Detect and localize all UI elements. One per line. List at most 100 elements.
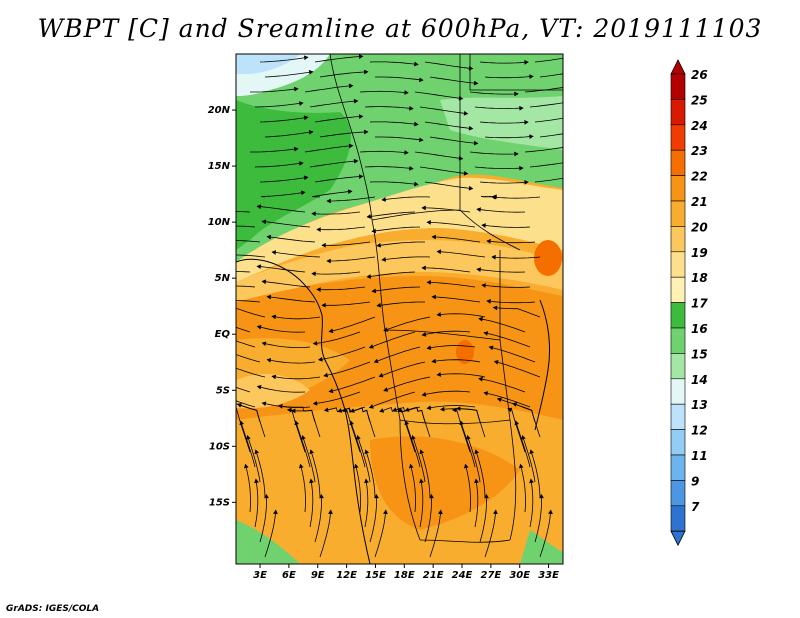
- streamline-arrow: [328, 328, 334, 334]
- streamline-arrow: [478, 316, 483, 322]
- streamline: [437, 373, 486, 378]
- streamline: [319, 71, 368, 78]
- streamline-arrow: [481, 283, 486, 288]
- streamline-arrow: [366, 214, 372, 219]
- streamline: [357, 435, 371, 483]
- streamline: [414, 151, 463, 160]
- streamline: [377, 301, 425, 307]
- streamline-arrow: [473, 80, 479, 86]
- streamline: [236, 409, 251, 453]
- streamline-arrow: [261, 341, 267, 346]
- streamline: [534, 117, 563, 123]
- streamline-arrow: [311, 211, 316, 217]
- field-20-band: [236, 240, 563, 302]
- streamline-arrow: [217, 254, 221, 258]
- colorbar-swatch: [670, 378, 686, 405]
- streamline: [474, 479, 479, 528]
- streamline-arrow: [261, 219, 267, 225]
- colorbar-swatch: [670, 226, 686, 253]
- streamline: [424, 121, 473, 129]
- streamline: [312, 211, 361, 215]
- streamline: [309, 160, 358, 168]
- streamline: [236, 285, 256, 288]
- streamline: [478, 318, 526, 333]
- streamline: [530, 449, 541, 498]
- streamline-arrow: [321, 303, 326, 308]
- streamline: [507, 408, 526, 453]
- streamline-arrow: [364, 478, 369, 484]
- streamline: [236, 400, 256, 408]
- streamline-arrow: [374, 493, 379, 499]
- streamline-arrow: [266, 294, 272, 300]
- field-23-patch-east: [534, 240, 562, 276]
- colorbar-label: 22: [691, 170, 708, 184]
- colorbar-swatch: [670, 454, 686, 481]
- streamline-arrow: [309, 478, 314, 484]
- streamline-arrow: [254, 478, 259, 484]
- colorbar-label: 25: [691, 93, 708, 107]
- streamline-arrow: [277, 404, 283, 409]
- streamline-arrow: [319, 493, 324, 499]
- colorbar-swatch: [670, 480, 686, 507]
- colorbar-label: 21: [691, 195, 708, 209]
- streamline: [520, 464, 526, 513]
- streamline-arrow: [512, 402, 517, 407]
- streamline-arrow: [254, 449, 259, 455]
- colorbar-swatch: [670, 73, 686, 100]
- field-southwest-green: [236, 520, 300, 564]
- streamline-arrow: [379, 408, 385, 413]
- streamline-arrow: [210, 391, 214, 395]
- streamline: [465, 464, 471, 513]
- streamline-arrow: [293, 86, 299, 92]
- streamline-arrow: [300, 190, 306, 196]
- lon-label: 24E: [452, 570, 473, 581]
- streamline-arrow: [301, 435, 306, 440]
- streamline-arrow: [349, 408, 355, 413]
- streamline-arrow: [574, 159, 578, 163]
- streamline-arrow: [404, 90, 409, 95]
- streamline-arrow: [323, 372, 329, 378]
- streamline: [515, 421, 531, 468]
- streamline-arrow: [514, 91, 519, 97]
- streamline: [493, 307, 541, 318]
- streamline-arrow: [409, 166, 414, 171]
- streamline: [262, 221, 311, 228]
- lon-label: 15E: [365, 570, 386, 581]
- streamline-arrow: [298, 101, 304, 106]
- streamline-arrow: [347, 189, 353, 194]
- streamline-arrow: [239, 420, 244, 426]
- streamline-arrow: [493, 360, 499, 365]
- streamline-arrow: [261, 401, 267, 406]
- streamline: [460, 421, 476, 468]
- streamline-arrow: [311, 271, 316, 277]
- streamline-arrow: [397, 408, 403, 413]
- streamline-arrow: [474, 478, 479, 484]
- streamline: [456, 408, 486, 438]
- streamline: [327, 196, 376, 202]
- streamline: [484, 510, 497, 558]
- streamline-arrow: [299, 463, 304, 469]
- lat-label: 10S: [209, 441, 230, 452]
- streamline-arrow: [519, 105, 524, 111]
- streamline-arrow: [317, 357, 323, 362]
- streamline: [310, 449, 321, 498]
- streamline-arrow: [488, 345, 494, 350]
- lon-label: 27E: [480, 570, 501, 581]
- streamline: [272, 315, 321, 320]
- streamline: [236, 326, 251, 333]
- streamline: [319, 131, 368, 138]
- streamline: [272, 251, 321, 258]
- streamline-arrow: [207, 285, 211, 289]
- streamline: [494, 361, 541, 378]
- streamline-arrow: [218, 306, 222, 310]
- lat-label: 5S: [216, 385, 230, 396]
- colorbar-label: 9: [691, 474, 699, 488]
- streamline-arrow: [409, 106, 414, 111]
- colorbar: 26 25 24 23 22 21 20 19 18 17 16 15 14 13 12 11 9 7: [670, 59, 708, 547]
- streamline: [529, 479, 534, 528]
- streamline: [420, 449, 431, 498]
- streamline-arrow: [256, 204, 262, 209]
- streamline-arrow: [468, 65, 474, 71]
- streamline: [477, 268, 526, 273]
